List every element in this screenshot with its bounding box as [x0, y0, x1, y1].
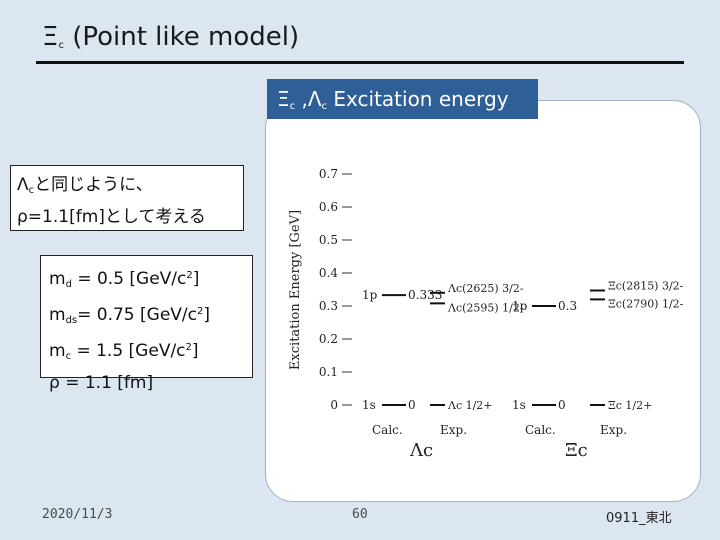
exp-level-label: Ξc 1/2+: [608, 399, 652, 412]
column-label-exp: Exp.: [600, 423, 627, 437]
param-mds: mds= 0.75 [GeV/c2]: [49, 305, 211, 326]
param-md: md = 0.5 [GeV/c2]: [49, 269, 200, 290]
y-axis-label: Excitation Energy [GeV]: [288, 210, 303, 370]
calc-state-label: 1p: [512, 299, 528, 313]
excitation-energy-chart: Excitation Energy [GeV] 0 0.1 0.2 0.3 0.4 0.5…: [288, 167, 684, 461]
chart-panel: [265, 100, 701, 502]
column-label-calc: Calc.: [525, 423, 556, 437]
exp-level-label: Ξc(2815) 3/2-: [608, 279, 684, 292]
calc-level-value: 0: [408, 398, 416, 412]
calc-level-value: 0: [558, 398, 566, 412]
calc-state-label: 1s: [512, 398, 526, 412]
calc-level-value: 0.3: [558, 299, 577, 313]
y-tick-label: 0.2: [319, 332, 338, 346]
exp-level-label: Λc(2625) 3/2-: [447, 282, 524, 295]
chart-header: Ξc ,Λc Excitation energy: [267, 79, 538, 119]
exp-level-label: Λc 1/2+: [447, 399, 493, 412]
y-tick-label: 0: [330, 398, 338, 412]
column-label-exp: Exp.: [440, 423, 467, 437]
exp-level-label: Ξc(2790) 1/2-: [608, 297, 684, 310]
group-label: Λc: [409, 440, 433, 461]
y-tick-label: 0.3: [319, 299, 338, 313]
mass-parameters: md = 0.5 [GeV/c2] mds= 0.75 [GeV/c2] mc …: [40, 255, 253, 393]
y-tick-label: 0.7: [319, 167, 338, 181]
footer-code: 0911_東北: [606, 511, 672, 526]
param-rho: ρ = 1.1 [fm]: [49, 373, 154, 393]
footer-date: 2020/11/3: [42, 507, 113, 522]
calc-state-label: 1s: [362, 398, 376, 412]
exp-level-label: Λc(2595) 1/2-: [447, 301, 524, 314]
y-tick-label: 0.5: [319, 233, 338, 247]
y-tick-label: 0.4: [319, 266, 338, 280]
title-underline: [36, 61, 684, 64]
column-label-calc: Calc.: [372, 423, 403, 437]
slide-title: Ξc (Point like model): [42, 22, 299, 52]
note-same-as-lambda: Λcと同じように、 ρ=1.1[fm]として考える: [10, 165, 244, 231]
param-mc: mc = 1.5 [GeV/c2]: [49, 341, 199, 362]
y-tick-label: 0.1: [319, 365, 338, 379]
title-xi: Ξc: [42, 22, 64, 52]
footer-page-number: 60: [352, 507, 368, 522]
title-rest: (Point like model): [72, 22, 300, 52]
y-tick-label: 0.6: [319, 200, 338, 214]
group-label: Ξc: [565, 440, 588, 461]
note-line-2: ρ=1.1[fm]として考える: [17, 207, 206, 227]
calc-level-value: 0.333: [408, 288, 442, 302]
calc-state-label: 1p: [362, 288, 378, 302]
note-line-1: Λcと同じように、: [17, 175, 153, 196]
